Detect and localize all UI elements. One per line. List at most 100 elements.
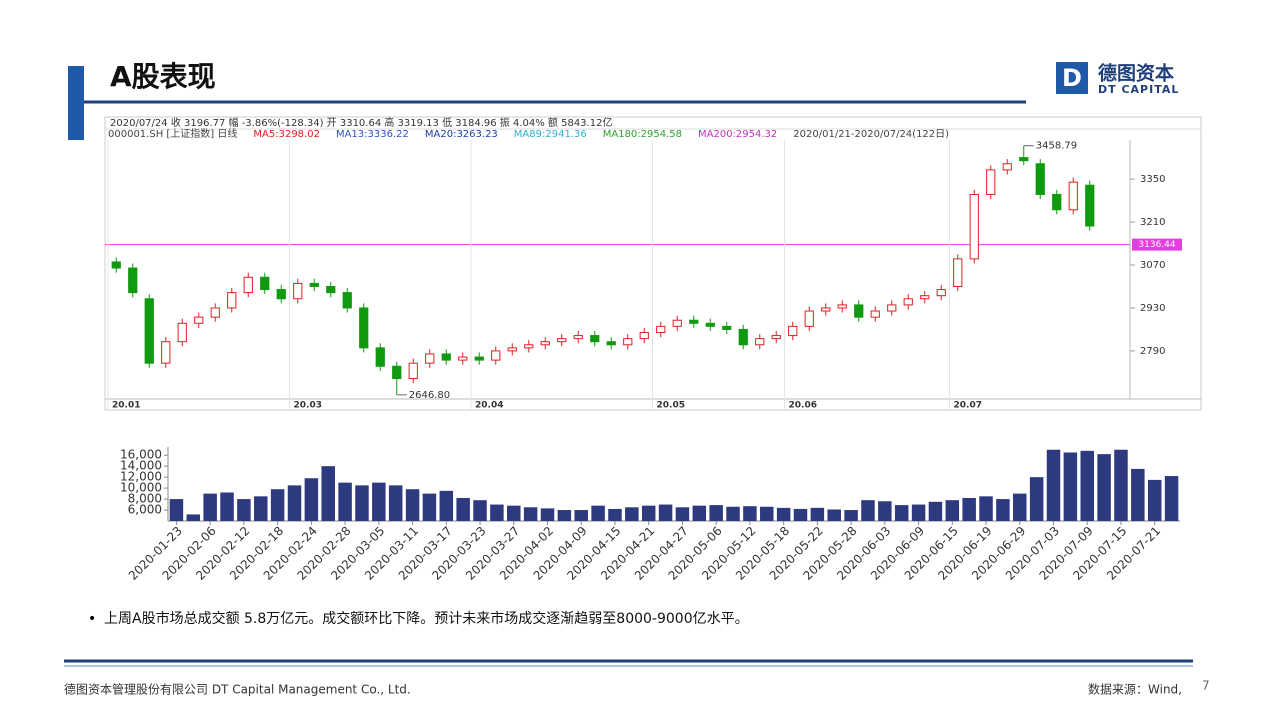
bar <box>878 501 892 521</box>
annotation: 3458.79 <box>1036 141 1077 152</box>
bar <box>776 507 791 521</box>
y-tick-label: 6,000 <box>128 503 162 517</box>
candle-body <box>1002 163 1012 171</box>
bar <box>861 500 875 521</box>
y-tick-label: 14,000 <box>120 459 162 473</box>
bar <box>1131 468 1145 521</box>
candle-body <box>111 261 121 269</box>
candle-body <box>524 344 534 349</box>
bar <box>422 493 437 521</box>
accent-bar <box>68 66 84 140</box>
bar <box>810 507 825 521</box>
x-tick-label: 20.03 <box>294 401 322 411</box>
y-tick-label: 2790 <box>1140 346 1165 357</box>
bar <box>169 499 184 521</box>
candle-body <box>293 282 303 300</box>
bar <box>844 510 858 521</box>
candle-body <box>177 322 187 343</box>
candle-body <box>590 335 600 343</box>
bar <box>1097 454 1111 521</box>
bar <box>321 466 335 521</box>
bar <box>270 489 285 521</box>
bar <box>1063 452 1078 521</box>
candle-body <box>771 335 781 340</box>
bar <box>743 506 757 521</box>
bar <box>186 514 201 521</box>
bar <box>911 504 926 521</box>
candle-body <box>1052 193 1062 211</box>
footer-company: 德图资本管理股份有限公司 DT Capital Management Co., … <box>64 682 411 697</box>
bar <box>523 507 538 521</box>
x-tick-label: 20.01 <box>112 401 140 411</box>
x-tick-label: 20.04 <box>475 401 503 411</box>
candle-body <box>144 298 154 364</box>
bar <box>1013 493 1027 521</box>
indicator: 2020/01/21-2020/07/24(122日) <box>793 129 949 140</box>
bar <box>962 497 976 521</box>
bar <box>760 506 774 521</box>
candle-body <box>821 307 831 312</box>
y-tick-label: 16,000 <box>120 448 162 462</box>
y-tick-label: 8,000 <box>128 492 162 506</box>
bar <box>372 482 386 521</box>
bar <box>456 497 470 521</box>
bullet-dot: • <box>88 611 96 627</box>
page-number: 7 <box>1202 679 1210 693</box>
bar <box>574 510 588 521</box>
bar <box>709 505 723 521</box>
indicator: MA5:3298.02 <box>253 129 320 140</box>
bar <box>658 504 673 521</box>
reference-label: 3136.44 <box>1138 240 1175 250</box>
candle-body <box>557 338 567 343</box>
bar <box>220 492 234 521</box>
bar <box>557 510 572 521</box>
candle-body <box>326 285 336 294</box>
bar <box>1029 477 1044 521</box>
candle-body <box>540 341 550 346</box>
candle-body <box>507 347 517 352</box>
bar <box>996 499 1010 521</box>
candle-body <box>606 341 616 346</box>
candle-body <box>491 350 501 361</box>
candle-body <box>458 356 468 361</box>
bar <box>979 496 993 521</box>
annotation: 2646.80 <box>409 390 450 401</box>
x-tick-label: 20.06 <box>789 401 817 411</box>
candle-body <box>309 282 319 287</box>
candle-body <box>194 316 204 324</box>
candle-body <box>656 325 666 334</box>
footer-source: 数据来源：Wind, <box>1088 682 1182 697</box>
candle-body <box>887 304 897 312</box>
bar <box>1164 476 1179 521</box>
y-tick-label: 2930 <box>1140 303 1165 314</box>
candle-body <box>639 332 649 340</box>
reference-tag <box>1132 238 1182 251</box>
bar <box>1046 449 1061 521</box>
bar <box>945 500 960 521</box>
indicator: MA13:3336.22 <box>336 129 409 140</box>
candle-body <box>986 169 996 195</box>
bar <box>355 485 369 521</box>
candle-body <box>837 304 847 309</box>
candle-body <box>1085 184 1095 227</box>
logo-mark: D <box>1062 64 1082 92</box>
candle-body <box>953 258 963 287</box>
indicator: MA180:2954.58 <box>603 129 682 140</box>
candle-body <box>903 298 913 306</box>
bar <box>625 507 639 521</box>
candle-body <box>441 353 451 361</box>
bar <box>405 489 420 521</box>
bar <box>203 493 217 521</box>
candle-body <box>870 310 880 318</box>
candle-body <box>425 353 435 364</box>
candle-body <box>969 193 979 260</box>
candle-body <box>375 347 385 367</box>
indicator: MA200:2954.32 <box>698 129 777 140</box>
slide-title: A股表现 <box>110 60 216 93</box>
candle-body <box>705 322 715 327</box>
candle-body <box>243 276 253 294</box>
candle-body <box>227 292 237 309</box>
y-tick-label: 3210 <box>1140 217 1165 228</box>
candle-body <box>392 365 402 380</box>
candle-body <box>689 319 699 324</box>
